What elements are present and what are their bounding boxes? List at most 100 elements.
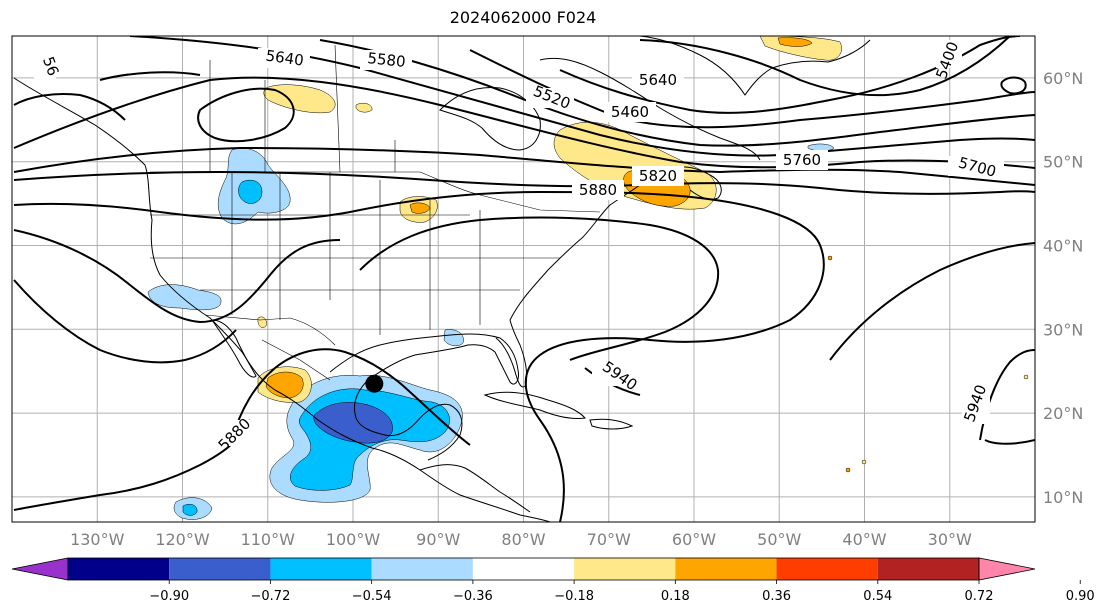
gulf-coast xyxy=(329,333,519,461)
contour-label-bg-11 xyxy=(592,364,642,386)
contour-5940-loop xyxy=(359,216,720,361)
colorbar-segment xyxy=(877,558,979,580)
contour-label: 56 xyxy=(39,54,62,78)
contour-label-bg-7 xyxy=(776,150,828,170)
graticule xyxy=(12,36,1035,522)
negative-anomaly-mexico-strong xyxy=(313,402,393,444)
negative-anomaly-atlantic xyxy=(807,143,835,152)
baja-california xyxy=(211,319,257,378)
negative-anomaly-gulf xyxy=(443,329,464,347)
contour-label: 5820 xyxy=(639,167,677,185)
colorbar-tick-label: 0.72 xyxy=(965,589,994,604)
mexico-state-1 xyxy=(261,339,331,381)
contour-label-bg-14 xyxy=(34,52,56,82)
colorbar: −0.90 −0.72 −0.54 −0.36 −0.18 0.18 0.36 0.54 0.7… xyxy=(11,557,1095,604)
positive-anomaly-greenland-core xyxy=(777,37,813,47)
us-mexico-border xyxy=(204,314,336,346)
longitude-label: 70°W xyxy=(587,530,631,549)
contour-label-bg-13 xyxy=(214,420,262,446)
contour-label-bg-1 xyxy=(258,48,310,68)
contour-label-bg-3 xyxy=(526,88,574,108)
contour-5580 xyxy=(319,39,1035,147)
hispaniola xyxy=(589,418,634,430)
longitude-label: 40°W xyxy=(842,530,886,549)
longitude-label: 110°W xyxy=(241,530,296,549)
contour-5580-west xyxy=(99,71,201,81)
latitude-label: 50°N xyxy=(1043,153,1083,172)
latitude-labels: 10°N 20°N 30°N 40°N 50°N 60°N xyxy=(1043,69,1083,507)
storm-center-marker xyxy=(365,374,384,393)
contour-5940-se2 xyxy=(984,439,1035,445)
positive-anomaly-canada-west xyxy=(263,84,336,114)
colorbar-outline xyxy=(67,557,980,581)
negative-anomaly-pacific xyxy=(147,284,222,311)
map-title: 2024062000 F024 xyxy=(449,8,597,27)
labrador xyxy=(539,57,761,161)
longitude-label: 50°W xyxy=(757,530,801,549)
colorbar-segment xyxy=(472,558,575,580)
colorbar-segment xyxy=(574,558,676,580)
positive-anomaly-dot-2 xyxy=(845,467,851,473)
contour-5760 xyxy=(13,146,1035,186)
contour-label: 5640 xyxy=(265,46,305,69)
longitude-label: 30°W xyxy=(928,530,972,549)
contour-label-bg-5 xyxy=(632,70,684,90)
canada-province-3 xyxy=(334,44,341,173)
longitude-label: 90°W xyxy=(416,530,460,549)
central-america xyxy=(419,464,531,513)
political-borders xyxy=(150,44,601,381)
colorbar-segment xyxy=(675,558,777,580)
latitude-label: 60°N xyxy=(1043,69,1083,88)
colorbar-tick-label: −0.72 xyxy=(251,589,291,604)
negative-anomaly-plains-core xyxy=(238,179,263,204)
colorbar-tick-label: 0.90 xyxy=(1066,589,1095,604)
contour-label-bg-4 xyxy=(604,102,656,122)
contour-5880-loop xyxy=(13,229,341,324)
longitude-labels: 130°W 120°W 110°W 100°W 90°W 80°W 70°W 60°W 50°W… xyxy=(70,530,972,549)
latitude-label: 20°N xyxy=(1043,404,1083,423)
colorbar-tick-label: −0.90 xyxy=(149,589,189,604)
colorbar-tick-label: 0.18 xyxy=(661,589,690,604)
contour-5700 xyxy=(13,76,1035,169)
contour-5460 xyxy=(559,36,1021,114)
latitude-label: 10°N xyxy=(1043,488,1083,507)
colorbar-tick-label: 0.54 xyxy=(863,589,892,604)
positive-anomaly-mexico-west-core xyxy=(265,371,304,399)
cuba xyxy=(483,391,586,419)
positive-anomaly-dot-4 xyxy=(1023,374,1029,380)
contour-5940-west xyxy=(13,279,237,364)
contour-5400 xyxy=(639,36,1011,97)
longitude-label: 130°W xyxy=(70,530,125,549)
colorbar-tick-label: −0.54 xyxy=(352,589,392,604)
contour-5640-west xyxy=(13,93,126,121)
contour-label: 5760 xyxy=(783,151,821,169)
longitude-label: 100°W xyxy=(326,530,381,549)
positive-anomaly-dot-1 xyxy=(827,255,833,261)
hudson-bay xyxy=(439,86,541,151)
map-frame xyxy=(11,35,1036,523)
contour-small-ring xyxy=(1000,76,1027,95)
contour-label: 5880 xyxy=(579,181,617,199)
contour-label: 5580 xyxy=(367,49,407,71)
longitude-label: 120°W xyxy=(155,530,210,549)
colorbar-segment xyxy=(371,558,473,580)
latitude-label: 30°N xyxy=(1043,320,1083,339)
colorbar-segment xyxy=(68,558,170,580)
contour-5880-south xyxy=(231,348,471,446)
contour-5880-north xyxy=(13,190,825,522)
colorbar-extend-low xyxy=(11,557,69,581)
colorbar-tick-label: −0.36 xyxy=(453,589,493,604)
negative-anomaly-south-core xyxy=(182,504,198,516)
contour-label-bg-10 xyxy=(572,180,624,200)
contour-5880-west xyxy=(197,87,295,143)
positive-anomaly-canada-small xyxy=(355,102,373,113)
positive-anomaly-dot-3 xyxy=(861,459,867,465)
contour-label-bg-12 xyxy=(962,380,990,424)
colorbar-segment xyxy=(270,558,372,580)
contour-5940-atlantic xyxy=(829,242,1035,361)
colorbar-segment xyxy=(776,558,878,580)
greenland xyxy=(639,36,871,96)
latitude-label: 40°N xyxy=(1043,236,1083,255)
contour-label: 5640 xyxy=(639,71,677,89)
